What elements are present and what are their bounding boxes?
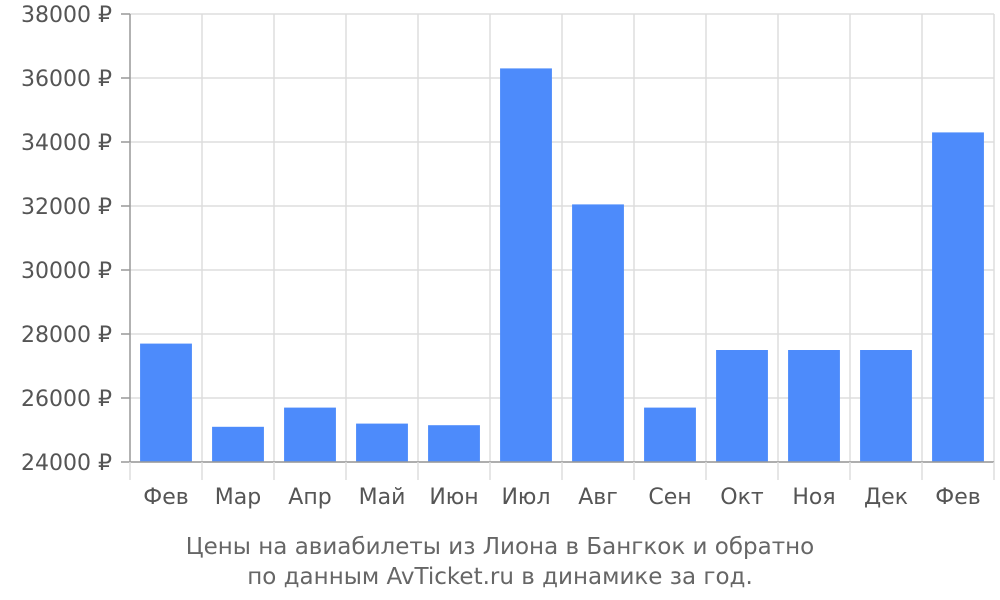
x-tick-labels: Фев Мар Апр Май Июн Июл Авг Сен Окт Ноя Дек Фев: [143, 485, 980, 510]
bar-10: [860, 350, 912, 462]
x-tick-label: Окт: [720, 485, 764, 510]
bar-11: [932, 132, 984, 462]
x-tick-label: Фев: [935, 485, 980, 510]
bars: [140, 68, 984, 463]
y-tick-labels: 24000 ₽ 26000 ₽ 28000 ₽ 30000 ₽ 32000 ₽ 34000…: [21, 3, 112, 476]
bar-8: [716, 350, 768, 462]
y-tick-label: 34000 ₽: [21, 131, 112, 156]
x-tick-label: Авг: [578, 485, 618, 510]
bar-chart: 24000 ₽ 26000 ₽ 28000 ₽ 30000 ₽ 32000 ₽ 34000…: [21, 3, 995, 510]
x-tick-label: Ноя: [792, 485, 835, 510]
x-tick-label: Мар: [215, 485, 261, 510]
x-tick-label: Дек: [864, 485, 908, 510]
x-tick-label: Сен: [648, 485, 691, 510]
bar-0: [140, 343, 192, 462]
bar-7: [644, 407, 696, 462]
bar-2: [284, 407, 336, 462]
y-tick-label: 28000 ₽: [21, 323, 112, 348]
bar-5: [500, 68, 552, 463]
y-tick-label: 30000 ₽: [21, 259, 112, 284]
bar-9: [788, 350, 840, 462]
bar-6: [572, 204, 624, 462]
chart-caption-line-1: Цены на авиабилеты из Лиона в Бангкок и …: [185, 534, 815, 560]
y-tick-label: 38000 ₽: [21, 3, 112, 28]
y-tick-label: 32000 ₽: [21, 195, 112, 220]
y-tick-label: 36000 ₽: [21, 67, 112, 92]
x-tick-label: Июн: [429, 485, 478, 510]
x-tick-label: Апр: [288, 485, 331, 510]
y-tick-label: 26000 ₽: [21, 387, 112, 412]
bar-4: [428, 425, 480, 462]
axes: [121, 13, 995, 480]
y-tick-label: 24000 ₽: [21, 451, 112, 476]
bar-1: [212, 426, 264, 462]
bar-3: [356, 423, 408, 462]
x-tick-label: Май: [359, 485, 406, 510]
grid-lines: [130, 13, 995, 463]
x-tick-label: Июл: [501, 485, 550, 510]
x-tick-label: Фев: [143, 485, 188, 510]
chart-caption-line-2: по данным AvTicket.ru в динамике за год.: [247, 564, 753, 590]
